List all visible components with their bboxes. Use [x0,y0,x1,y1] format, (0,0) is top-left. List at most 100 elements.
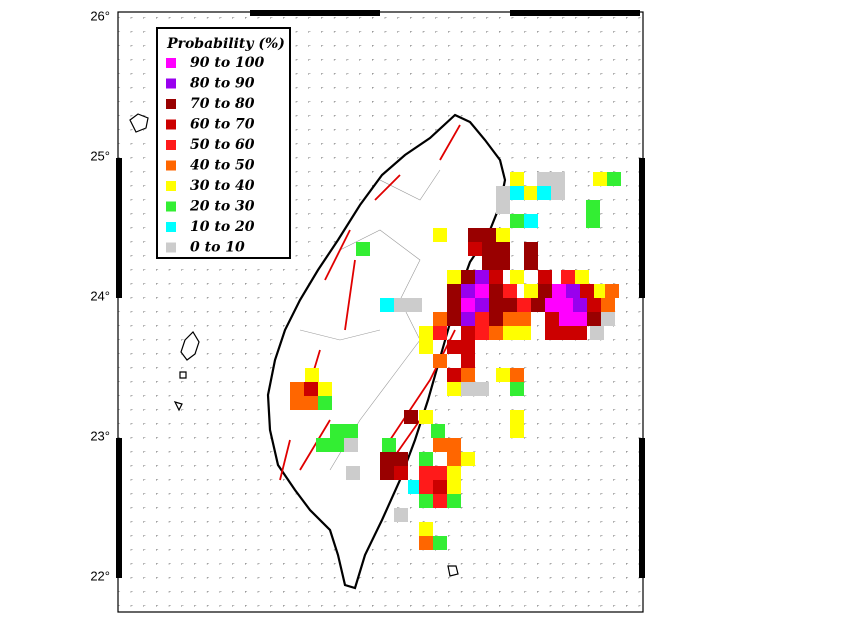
probability-cell [461,354,475,368]
probability-cell [545,312,559,326]
probability-cell [419,494,433,508]
probability-cell [605,284,619,298]
probability-cell [537,186,551,200]
probability-cell [510,186,524,200]
probability-cell [346,466,360,480]
probability-cell [461,270,475,284]
probability-cell [510,410,524,424]
probability-cell [552,284,566,298]
probability-cell [551,186,565,200]
probability-cell [489,284,503,298]
probability-cell [330,424,344,438]
probability-cell [593,172,607,186]
probability-cell [607,172,621,186]
probability-cell [524,186,538,200]
legend-label: 40 to 50 [190,158,255,174]
probability-cell [590,326,604,340]
probability-cell [496,368,510,382]
legend-swatch [166,119,176,130]
probability-cell [510,368,524,382]
probability-cell [594,284,608,298]
probability-cell [510,214,524,228]
legend-label: 30 to 40 [190,178,255,194]
probability-cell [475,270,489,284]
probability-cell [496,242,510,256]
probability-cell [503,326,517,340]
legend: Probability (%) 90 to 100 80 to 90 70 to 8… [156,27,291,259]
probability-cell [304,396,318,410]
probability-cell [475,382,489,396]
probability-cell [510,172,524,186]
probability-cell [524,256,538,270]
probability-cell [419,536,433,550]
probability-cell [496,200,510,214]
probability-cell [580,284,594,298]
legend-label: 80 to 90 [190,76,255,92]
probability-cell [510,382,524,396]
probability-cell [419,340,433,354]
probability-cell [475,312,489,326]
probability-cell [447,452,461,466]
probability-cell [404,410,418,424]
probability-cell [433,536,447,550]
probability-cell [482,256,496,270]
probability-cell [461,312,475,326]
probability-cell [447,438,461,452]
probability-cell [408,298,422,312]
probability-cell [538,270,552,284]
probability-cell [475,298,489,312]
probability-cell [304,382,318,396]
legend-swatch [166,140,176,150]
probability-cell [447,340,461,354]
probability-cell [433,228,447,242]
probability-cell [419,522,433,536]
probability-cell [461,284,475,298]
probability-cell [489,298,503,312]
latitude-label: 23° [90,428,110,443]
probability-cell [482,242,496,256]
probability-cell [394,298,408,312]
probability-cell [517,298,531,312]
probability-cell [461,326,475,340]
probability-cell [394,452,408,466]
latitude-label: 25° [90,148,110,163]
probability-cell [447,284,461,298]
probability-cell [587,298,601,312]
probability-cell [551,172,565,186]
probability-cell [510,424,524,438]
probability-cell [545,326,559,340]
probability-cell [318,396,332,410]
probability-cell [475,284,489,298]
probability-cell [575,270,589,284]
probability-cell [433,466,447,480]
probability-cell [587,312,601,326]
probability-cell [380,452,394,466]
probability-cell [559,298,573,312]
probability-cell [419,410,433,424]
probability-cell [344,424,358,438]
probability-cell [531,298,545,312]
probability-cell [447,494,461,508]
legend-swatch [166,242,176,253]
probability-cell [447,270,461,284]
probability-cell [408,480,422,494]
probability-cell [394,466,408,480]
latitude-label: 26° [90,8,110,23]
legend-label: 60 to 70 [190,117,255,133]
probability-cell [447,382,461,396]
probability-cell [517,326,531,340]
probability-cell [503,298,517,312]
legend-swatch [166,99,176,109]
probability-cell [433,312,447,326]
probability-cell [517,312,531,326]
probability-cell [380,466,394,480]
probability-cell [461,340,475,354]
probability-cell [510,270,524,284]
probability-cell [496,186,510,200]
probability-cell [573,312,587,326]
probability-cell [318,382,332,396]
probability-cell [433,326,447,340]
probability-cell [482,228,496,242]
latitude-label: 24° [90,288,110,303]
probability-cell [601,298,615,312]
